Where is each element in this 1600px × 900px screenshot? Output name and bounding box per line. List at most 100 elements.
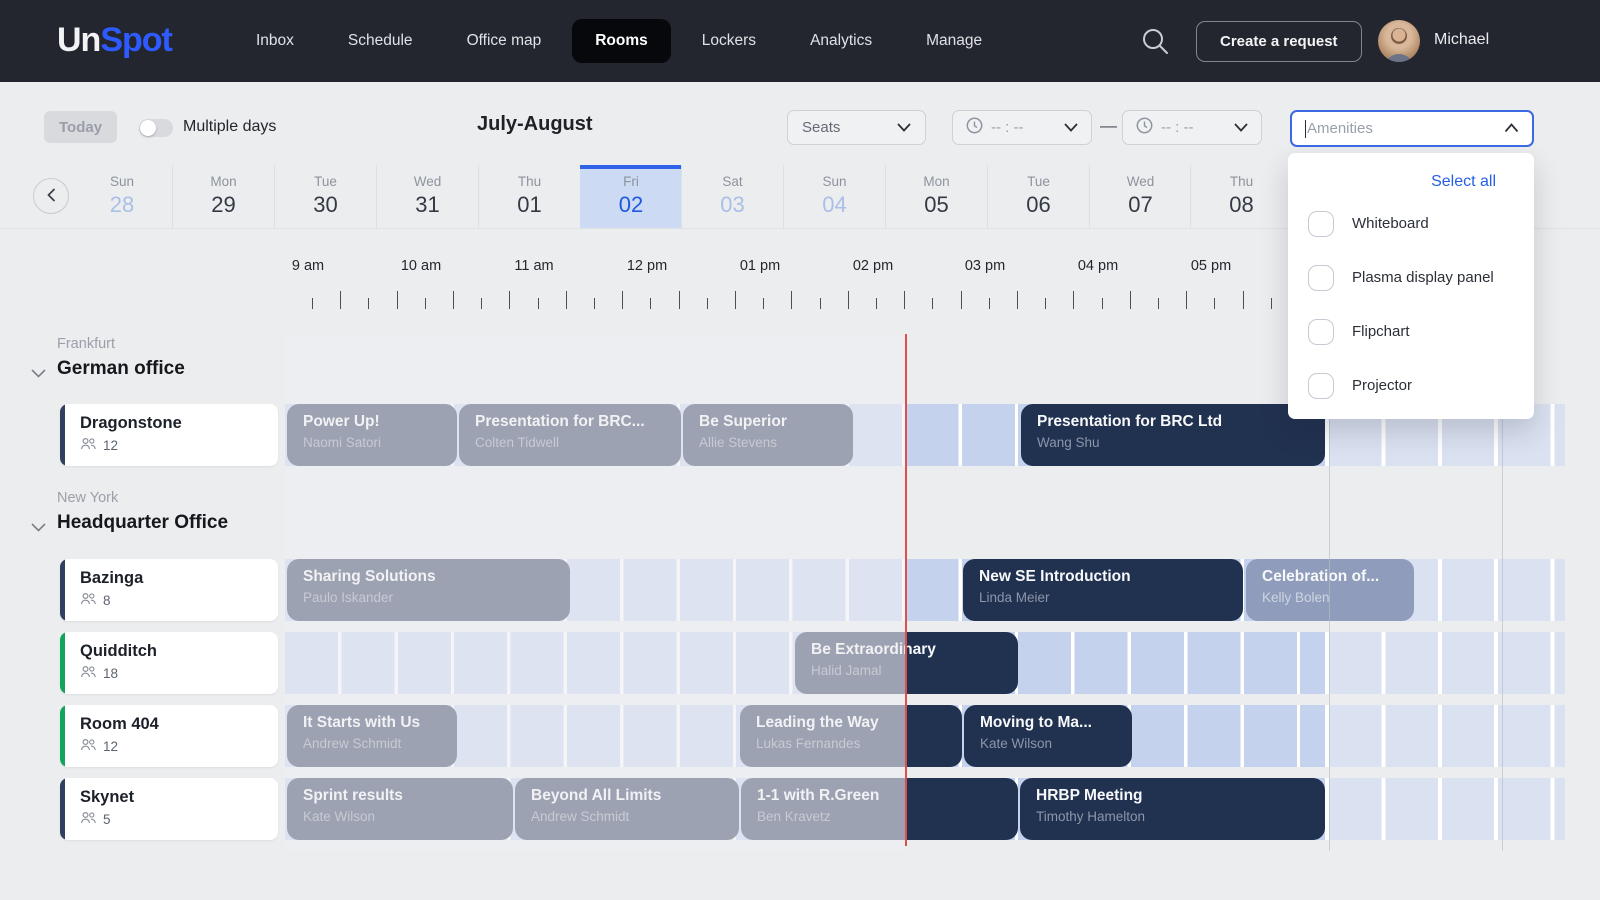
date-cell-mon-05[interactable]: Mon 05 [885, 165, 987, 228]
date-cell-sun-28[interactable]: Sun 28 [71, 165, 173, 228]
nav-item-rooms[interactable]: Rooms [572, 19, 671, 63]
axis-tick [1158, 298, 1159, 309]
amenities-input[interactable]: Amenities [1290, 110, 1534, 147]
axis-tick [650, 298, 651, 309]
event-booking[interactable]: Sprint results Kate Wilson [287, 778, 513, 840]
date-day-number: 05 [924, 192, 949, 217]
user-name[interactable]: Michael [1434, 31, 1490, 48]
date-day-name: Tue [314, 174, 337, 189]
axis-tick [1214, 298, 1215, 309]
today-button[interactable]: Today [44, 111, 118, 143]
app-logo[interactable]: UnSpot [57, 16, 173, 64]
amenity-checkbox[interactable] [1308, 372, 1334, 399]
amenity-option-plasma-display-panel[interactable]: Plasma display panel [1308, 264, 1494, 291]
room-name: Quidditch [80, 642, 157, 660]
event-title: Be Extraordinary [811, 641, 936, 658]
amenity-option-whiteboard[interactable]: Whiteboard [1308, 210, 1429, 237]
room-card-room-404[interactable]: Room 404 12 [60, 705, 278, 767]
room-accent-bar [60, 778, 65, 840]
create-request-button[interactable]: Create a request [1196, 21, 1362, 62]
event-booking[interactable]: Presentation for BRC... Colten Tidwell [459, 404, 681, 466]
date-cell-thu-08[interactable]: Thu 08 [1190, 165, 1292, 228]
date-cell-tue-30[interactable]: Tue 30 [274, 165, 376, 228]
chevron-down-icon[interactable] [31, 365, 46, 383]
amenity-checkbox[interactable] [1308, 264, 1334, 291]
axis-tick [932, 298, 933, 309]
event-booking[interactable]: Moving to Ma... Kate Wilson [964, 705, 1132, 767]
current-time-line [905, 334, 907, 846]
time-from-select[interactable]: -- : -- [952, 110, 1092, 145]
text-caret [1305, 119, 1306, 138]
avatar[interactable] [1378, 20, 1420, 62]
nav-item-analytics[interactable]: Analytics [810, 32, 873, 49]
event-booking[interactable]: Be Superior Allie Stevens [683, 404, 853, 466]
date-day-name: Mon [210, 174, 237, 189]
event-booking[interactable]: Beyond All Limits Andrew Schmidt [515, 778, 739, 840]
multiple-days-toggle[interactable] [139, 119, 173, 137]
room-card-skynet[interactable]: Skynet 5 [60, 778, 278, 840]
room-card-dragonstone[interactable]: Dragonstone 12 [60, 404, 278, 466]
time-to-select[interactable]: -- : -- [1122, 110, 1262, 145]
seats-select[interactable]: Seats [787, 110, 926, 145]
event-booking[interactable]: Sharing Solutions Paulo Iskander [287, 559, 570, 621]
event-title: Presentation for BRC Ltd [1037, 413, 1223, 430]
event-booking[interactable]: Leading the Way Lukas Fernandes [740, 705, 962, 767]
top-nav: UnSpot Inbox Schedule Office map Rooms Locke… [0, 0, 1600, 82]
event-organizer: Allie Stevens [699, 435, 778, 450]
select-all-link[interactable]: Select all [1431, 173, 1496, 190]
room-capacity-value: 12 [103, 437, 119, 453]
nav-item-schedule[interactable]: Schedule [347, 32, 413, 49]
axis-tick [340, 291, 341, 309]
date-day-number: 04 [822, 192, 847, 217]
amenity-checkbox[interactable] [1308, 318, 1334, 345]
nav-item-office-map[interactable]: Office map [466, 32, 542, 49]
date-cell-tue-06[interactable]: Tue 06 [987, 165, 1089, 228]
amenities-placeholder: Amenities [1307, 120, 1373, 137]
date-day-number: 02 [618, 192, 644, 217]
room-name: Dragonstone [80, 414, 182, 432]
axis-tick [1045, 298, 1046, 309]
event-booking[interactable]: HRBP Meeting Timothy Hamelton [1020, 778, 1325, 840]
date-cell-thu-01[interactable]: Thu 01 [478, 165, 580, 228]
amenity-option-projector[interactable]: Projector [1308, 372, 1412, 399]
axis-tick [1186, 291, 1187, 309]
axis-tick [876, 298, 877, 309]
chevron-down-icon[interactable] [31, 519, 46, 537]
amenity-option-flipchart[interactable]: Flipchart [1308, 318, 1410, 345]
nav-item-lockers[interactable]: Lockers [701, 32, 757, 49]
event-booking[interactable]: Power Up! Naomi Satori [287, 404, 457, 466]
axis-tick [397, 291, 398, 309]
people-icon [80, 437, 97, 453]
event-title: Celebration of... [1262, 568, 1380, 585]
axis-tick [989, 298, 990, 309]
room-name: Skynet [80, 788, 135, 806]
event-organizer: Wang Shu [1037, 435, 1100, 450]
event-booking[interactable]: 1-1 with R.Green Ben Kravetz [741, 778, 1018, 840]
event-booking[interactable]: Celebration of... Kelly Bolen [1246, 559, 1414, 621]
date-cell-sat-03[interactable]: Sat 03 [681, 165, 783, 228]
nav-item-inbox[interactable]: Inbox [256, 32, 294, 49]
room-name: Bazinga [80, 569, 144, 587]
amenity-checkbox[interactable] [1308, 210, 1334, 237]
previous-dates-button[interactable] [33, 178, 69, 214]
axis-tick [1130, 291, 1131, 309]
room-card-bazinga[interactable]: Bazinga 8 [60, 559, 278, 621]
event-title: Be Superior [699, 413, 787, 430]
axis-tick [1073, 291, 1074, 309]
room-capacity-value: 12 [103, 738, 119, 754]
date-cell-wed-07[interactable]: Wed 07 [1089, 165, 1191, 228]
search-button[interactable] [1140, 26, 1170, 56]
date-day-name: Sun [822, 174, 847, 189]
date-cell-mon-29[interactable]: Mon 29 [172, 165, 274, 228]
amenity-label: Whiteboard [1352, 215, 1429, 232]
event-booking[interactable]: New SE Introduction Linda Meier [963, 559, 1243, 621]
chevron-up-icon[interactable] [1504, 120, 1519, 138]
date-cell-wed-31[interactable]: Wed 31 [376, 165, 478, 228]
date-cell-sun-04[interactable]: Sun 04 [783, 165, 885, 228]
nav-item-manage[interactable]: Manage [926, 32, 983, 49]
event-booking[interactable]: Presentation for BRC Ltd Wang Shu [1021, 404, 1325, 466]
event-booking[interactable]: It Starts with Us Andrew Schmidt [287, 705, 457, 767]
people-icon [80, 811, 97, 827]
room-card-quidditch[interactable]: Quidditch 18 [60, 632, 278, 694]
date-cell-fri-02[interactable]: Fri 02 [580, 165, 682, 228]
